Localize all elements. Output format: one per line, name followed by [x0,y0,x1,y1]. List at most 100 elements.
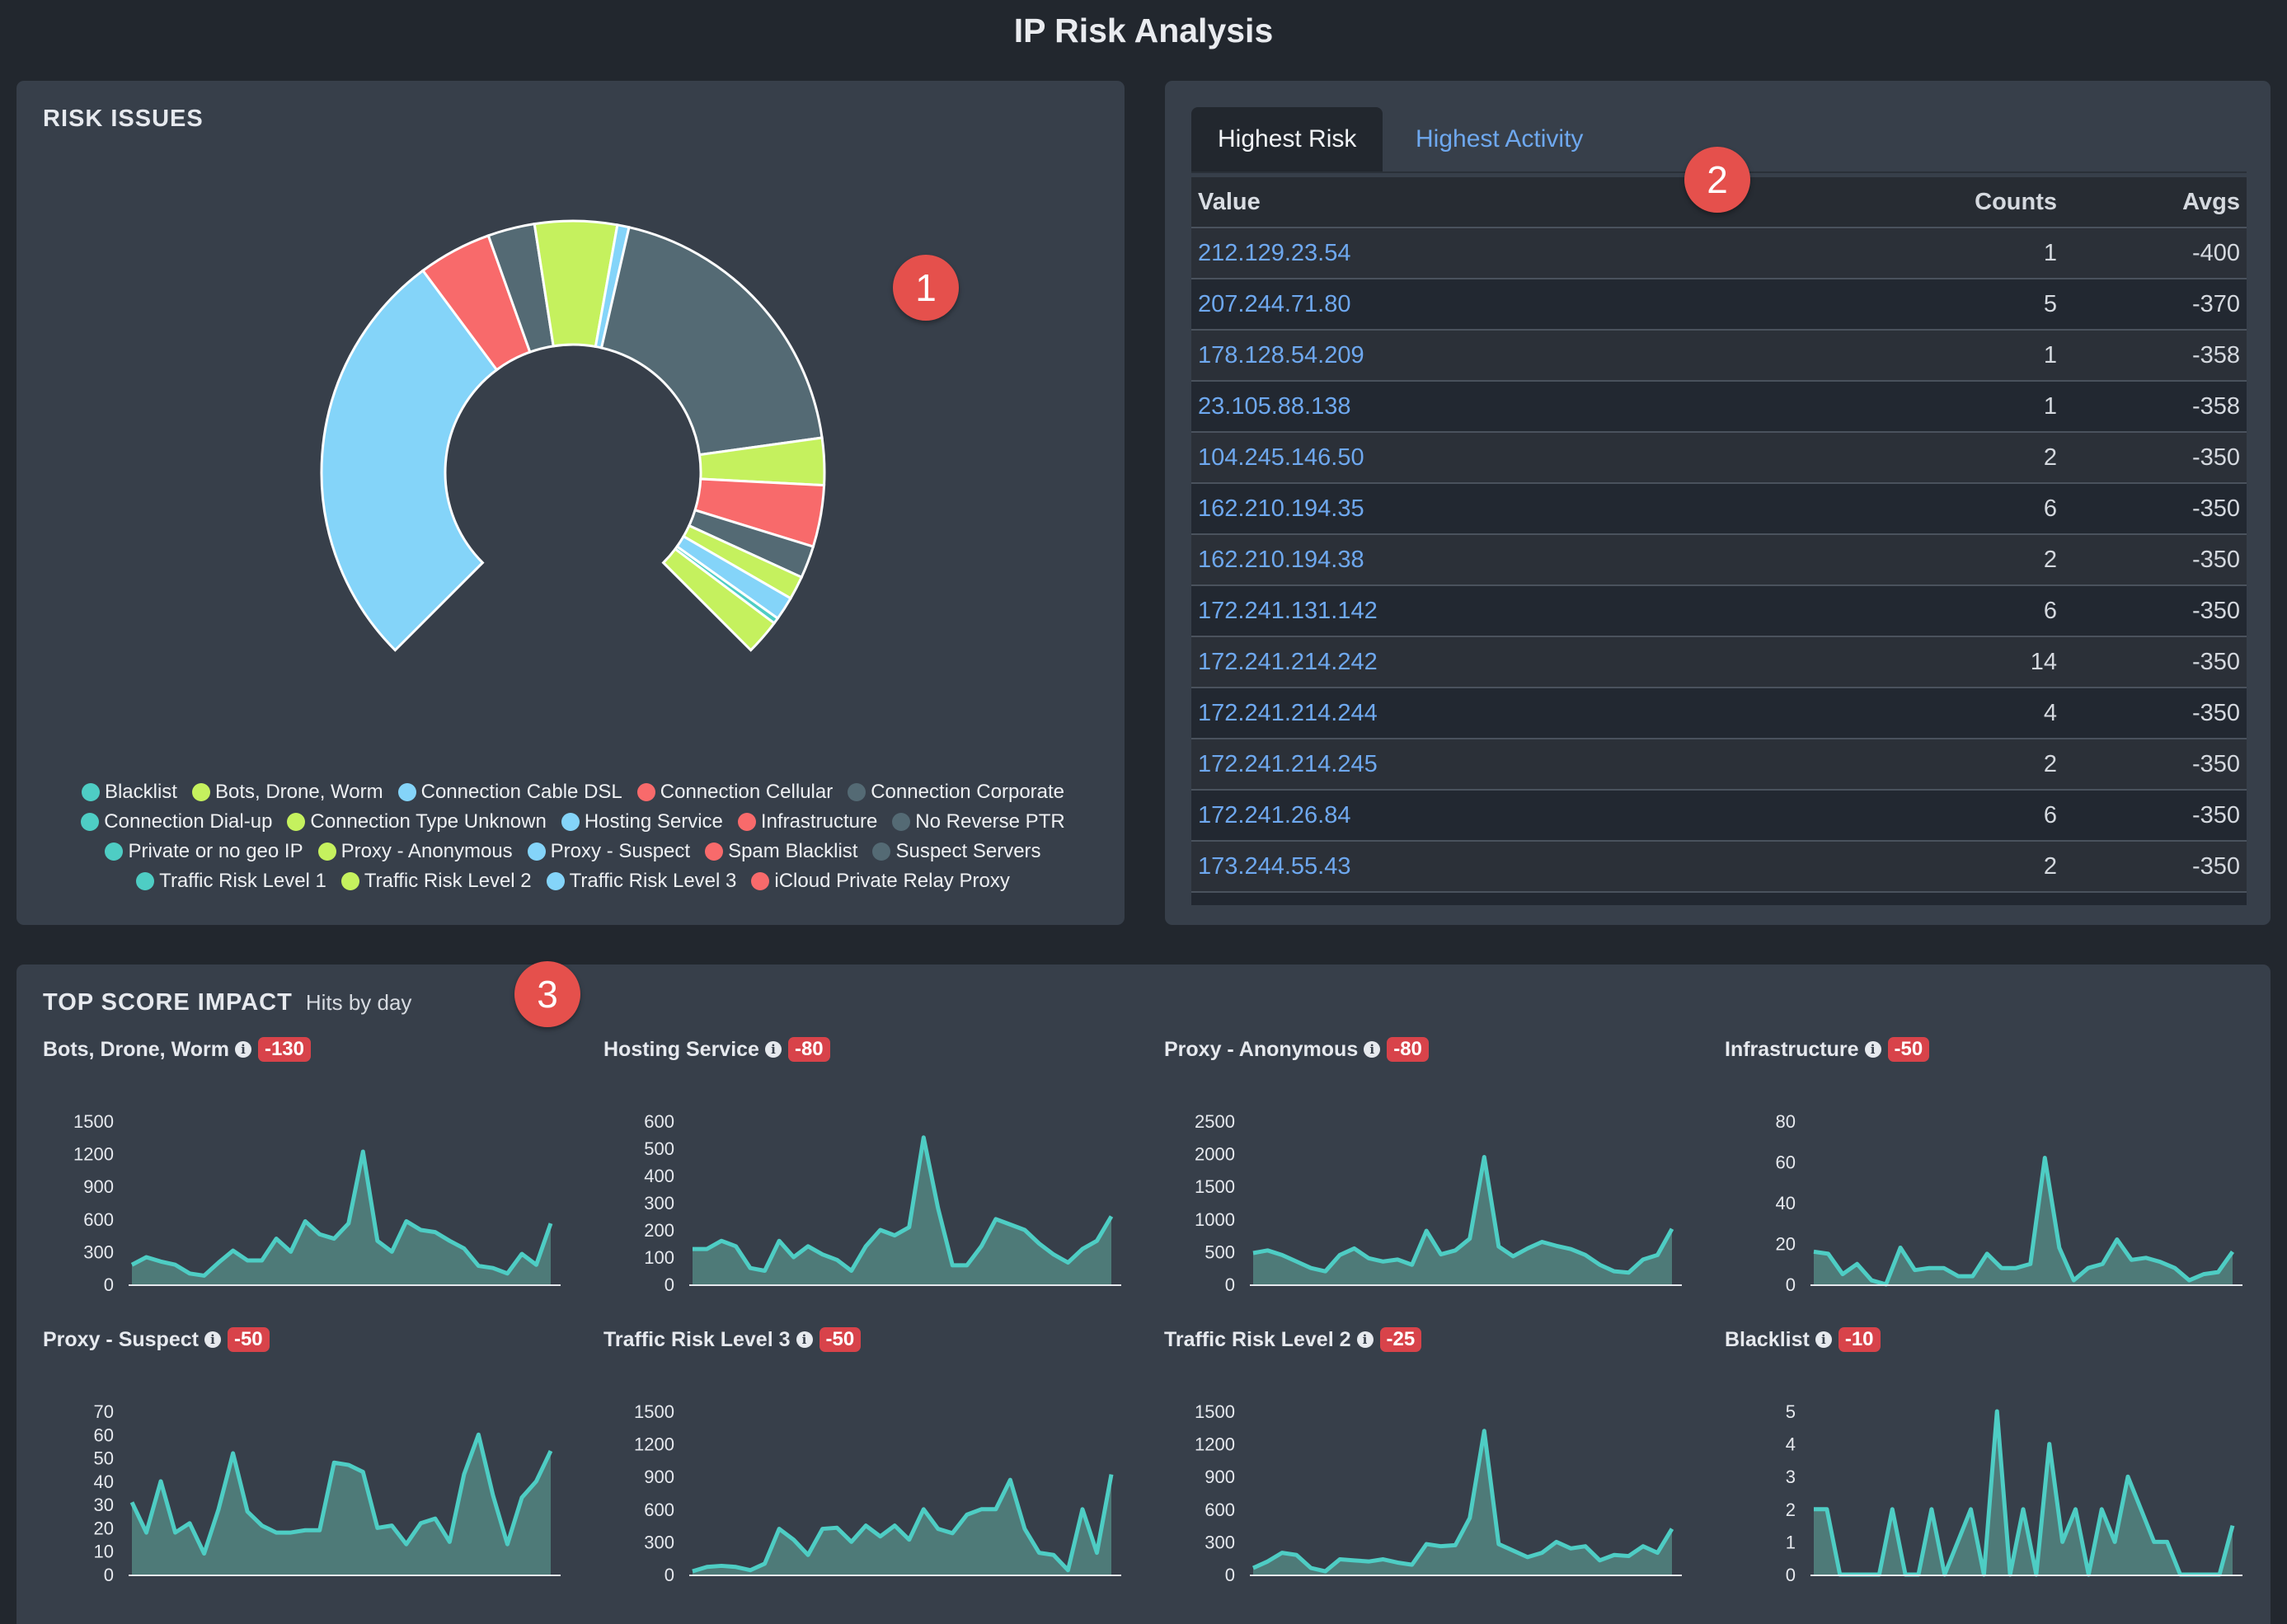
info-icon[interactable]: i [234,1041,251,1058]
info-icon[interactable]: i [764,1041,782,1058]
ip-link[interactable]: 172.241.26.84 [1191,789,1792,841]
legend-item[interactable]: Proxy - Anonymous [317,837,513,866]
series-line[interactable] [130,1149,553,1278]
count-cell: 4 [1792,687,2058,739]
chart-title-label: Traffic Risk Level 2 [1164,1327,1351,1351]
tab-highest-activity[interactable]: Highest Activity [1416,125,1584,153]
chart-title-label: Traffic Risk Level 3 [603,1327,791,1351]
table-row[interactable]: 172.241.131.142 6 -350 [1191,584,2247,636]
table-row[interactable]: 207.244.71.816-350 [1191,891,2247,905]
series-line[interactable] [1814,1409,2235,1577]
series-line[interactable] [1252,1155,1674,1275]
table-row[interactable]: 172.241.214.244 4 -350 [1191,687,2247,739]
table-row[interactable]: 212.129.23.54 1 -400 [1191,227,2247,279]
area-chart: 80 60 40 20 0 [1776,1111,2242,1295]
table-row[interactable]: 178.128.54.209 1 -358 [1191,329,2247,381]
risk-issues-heading: RISK ISSUES [43,106,204,132]
legend-item[interactable]: Traffic Risk Level 3 [546,866,736,896]
table-row[interactable]: 104.245.146.50 2 -350 [1191,431,2247,483]
legend-item[interactable]: Private or no geo IP [105,837,303,866]
info-icon[interactable]: i [1864,1041,1881,1058]
legend-item[interactable]: Connection Dial-up [81,807,272,837]
table-row[interactable]: 172.241.214.245 2 -350 [1191,738,2247,790]
chart-title-label: Proxy - Suspect [43,1327,199,1351]
avg-cell: -350 [2058,738,2247,790]
info-icon[interactable]: i [1356,1331,1374,1348]
info-icon[interactable]: i [204,1331,221,1348]
legend-swatch [287,813,306,831]
ip-link[interactable]: 207.244.71.81 [1191,891,1792,905]
donut-slice[interactable] [599,225,824,457]
legend-item[interactable]: Proxy - Suspect [527,837,690,866]
y-tick-label: 500 [644,1138,674,1159]
legend-item[interactable]: Connection Corporate [848,777,1064,807]
score-impact-chart: Traffic Risk Level 2 i -25 1500 1200 900 600 30… [1164,1327,1692,1616]
top-score-impact-heading: TOP SCORE IMPACT Hits by day [43,989,411,1016]
legend-item[interactable]: iCloud Private Relay Proxy [751,866,1010,896]
legend-item[interactable]: Connection Cable DSL [397,777,622,807]
ip-link[interactable]: 207.244.71.80 [1191,278,1792,330]
legend-swatch [751,872,770,890]
count-cell: 2 [1792,738,2058,790]
ip-link[interactable]: 172.241.214.244 [1191,687,1792,739]
table-row[interactable]: 162.210.194.38 2 -350 [1191,533,2247,585]
legend-item[interactable]: Traffic Risk Level 1 [136,866,326,896]
y-tick-label: 0 [664,1274,674,1295]
table-row[interactable]: 173.244.55.43 2 -350 [1191,840,2247,892]
ip-link[interactable]: 104.245.146.50 [1191,431,1792,483]
info-icon[interactable]: i [1815,1331,1832,1348]
series-line[interactable] [693,1135,1114,1273]
tab-highest-risk[interactable]: Highest Risk [1191,107,1383,171]
column-header-avgs[interactable]: Avgs [2058,177,2247,228]
y-tick-label: 500 [1205,1241,1235,1262]
legend-item[interactable]: Spam Blacklist [705,837,857,866]
chart-title-label: Hosting Service [603,1037,759,1061]
ip-link[interactable]: 162.210.194.35 [1191,482,1792,534]
legend-item[interactable]: Hosting Service [561,807,723,837]
legend-swatch [81,813,100,831]
annotation-marker-2: 2 [1684,147,1750,213]
column-header-counts[interactable]: Counts [1792,177,2058,228]
table-row[interactable]: 172.241.214.242 14 -350 [1191,636,2247,688]
legend-item[interactable]: Traffic Risk Level 2 [340,866,532,896]
series-line[interactable] [1252,1429,1674,1574]
series-line[interactable] [692,1474,1114,1574]
legend-item[interactable]: Connection Type Unknown [287,807,547,837]
count-cell: 2 [1792,533,2058,585]
legend-item[interactable]: Infrastructure [737,807,877,837]
legend-label: Proxy - Anonymous [340,840,513,862]
legend-label: Connection Cellular [660,781,834,803]
ip-link[interactable]: 23.105.88.138 [1191,380,1792,432]
table-row[interactable]: 172.241.26.84 6 -350 [1191,789,2247,841]
table-row[interactable]: 23.105.88.138 1 -358 [1191,380,2247,432]
table-row[interactable]: 162.210.194.35 6 -350 [1191,482,2247,534]
risk-table-scroll[interactable]: Value Counts Avgs 212.129.23.54 1 -400 207.… [1191,177,2247,905]
series-line[interactable] [129,1432,553,1556]
donut-slice[interactable] [320,269,499,652]
legend-item[interactable]: Blacklist [81,777,177,807]
avg-cell: -350 [2058,687,2247,739]
ip-link[interactable]: 178.128.54.209 [1191,329,1792,381]
table-row[interactable]: 207.244.71.80 5 -370 [1191,278,2247,330]
ip-link[interactable]: 173.244.55.43 [1191,840,1792,892]
series-line[interactable] [1813,1156,2235,1287]
legend-item[interactable]: No Reverse PTR [892,807,1065,837]
ip-link[interactable]: 172.241.214.242 [1191,636,1792,688]
legend-item[interactable]: Bots, Drone, Worm [191,777,383,807]
risk-issues-panel: RISK ISSUES 1 Blacklist Bots, Drone, Worm… [16,81,1125,925]
ip-link[interactable]: 172.241.214.245 [1191,738,1792,790]
area-chart: 1500 1200 900 600 300 0 [73,1111,561,1295]
info-icon[interactable]: i [1364,1041,1381,1058]
info-icon[interactable]: i [796,1331,813,1348]
chart-title: Infrastructure i -50 [1725,1037,1930,1062]
legend-swatch [105,843,124,861]
legend-item[interactable]: Suspect Servers [872,837,1041,866]
legend-label: Traffic Risk Level 1 [159,870,326,892]
legend-item[interactable]: Connection Cellular [636,777,834,807]
donut-slice[interactable] [661,547,777,652]
ip-link[interactable]: 172.241.131.142 [1191,584,1792,636]
legend-swatch [892,813,911,831]
ip-link[interactable]: 162.210.194.38 [1191,533,1792,585]
ip-link[interactable]: 212.129.23.54 [1191,227,1792,279]
